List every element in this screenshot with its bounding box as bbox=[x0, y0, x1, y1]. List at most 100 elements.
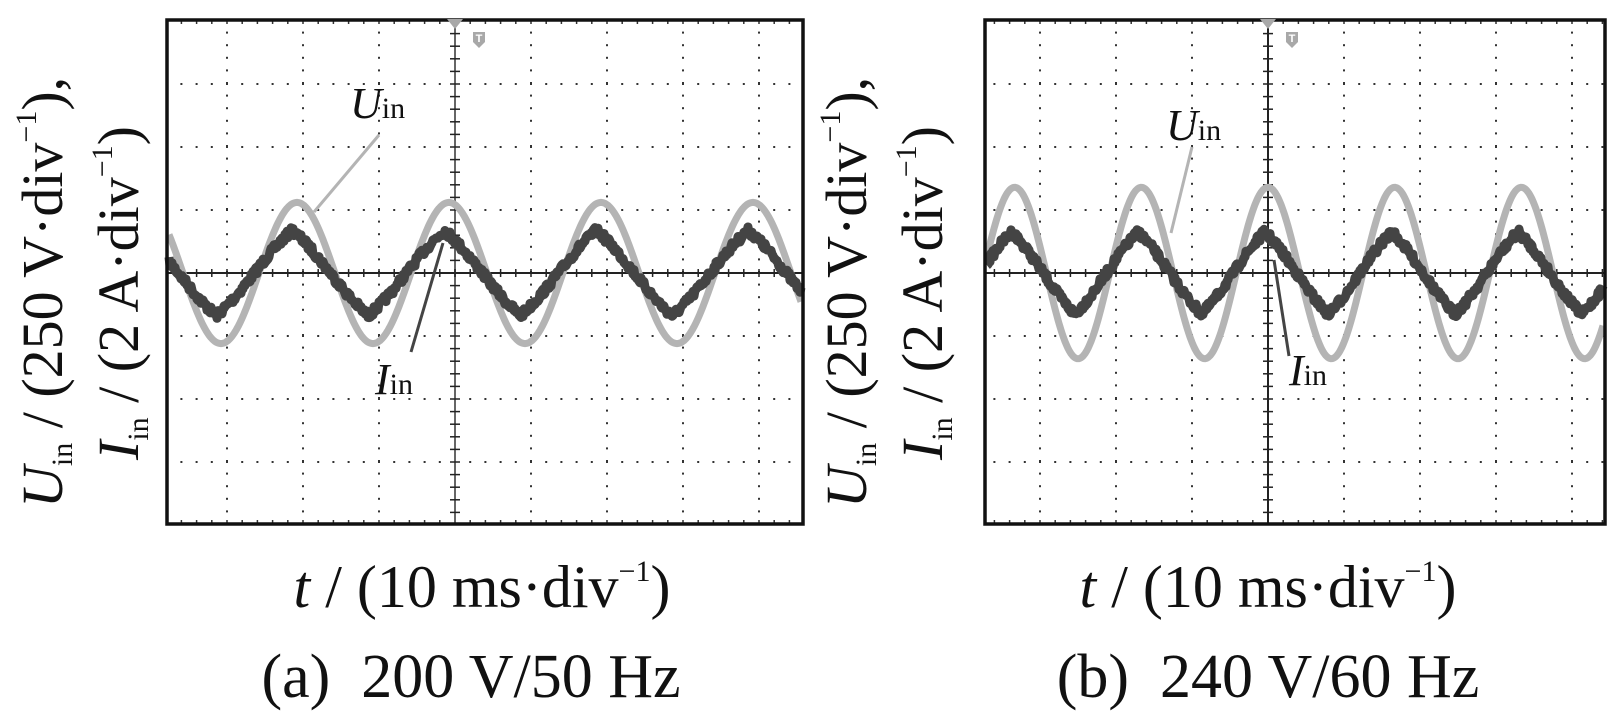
grid-dot bbox=[682, 157, 684, 160]
grid-dot bbox=[1343, 83, 1345, 85]
grid-dot bbox=[1039, 409, 1041, 412]
grid-dot bbox=[530, 510, 532, 513]
grid-dot bbox=[712, 209, 715, 211]
grid-dot bbox=[758, 69, 760, 72]
grid-dot bbox=[378, 56, 380, 59]
grid-dot bbox=[530, 170, 532, 173]
grid-dot bbox=[362, 461, 365, 463]
grid-dot bbox=[758, 472, 760, 475]
grid-dot bbox=[1039, 119, 1041, 122]
grid-dot bbox=[1115, 384, 1117, 387]
grid-dot bbox=[606, 510, 608, 513]
grid-dot bbox=[1419, 157, 1421, 160]
grid-dot bbox=[302, 308, 304, 311]
grid-dot bbox=[545, 335, 548, 337]
grid-dot bbox=[1419, 195, 1421, 198]
grid-dot bbox=[1327, 209, 1330, 211]
grid-dot bbox=[226, 485, 228, 488]
grid-dot bbox=[1023, 398, 1026, 400]
grid-dot bbox=[758, 422, 760, 425]
grid-dot bbox=[408, 335, 411, 337]
grid-dot bbox=[1039, 398, 1041, 400]
grid-dot bbox=[727, 398, 730, 400]
grid-dot bbox=[1191, 398, 1193, 400]
grid-dot bbox=[1221, 83, 1224, 85]
grid-dot bbox=[758, 398, 760, 400]
grid-dot bbox=[1282, 398, 1285, 400]
grid-dot bbox=[226, 497, 228, 500]
grid-dot bbox=[1601, 398, 1604, 400]
grid-dot bbox=[530, 296, 532, 299]
grid-dot bbox=[606, 346, 608, 349]
grid-dot bbox=[1479, 209, 1482, 211]
grid-dot bbox=[545, 461, 548, 463]
grid-dot bbox=[378, 220, 380, 223]
grid-dot bbox=[1115, 308, 1117, 311]
grid-dot bbox=[606, 195, 608, 198]
grid-dot bbox=[226, 346, 228, 349]
grid-dot bbox=[1312, 146, 1315, 148]
grid-dot bbox=[1191, 321, 1193, 324]
grid-dot bbox=[1571, 245, 1573, 248]
grid-dot bbox=[1039, 497, 1041, 500]
grid-dot bbox=[545, 83, 548, 85]
grid-dot bbox=[286, 146, 289, 148]
grid-dot bbox=[530, 472, 532, 475]
grid-dot bbox=[469, 83, 472, 85]
grid-dot bbox=[302, 497, 304, 500]
grid-dot bbox=[1069, 209, 1072, 211]
grid-dot bbox=[1495, 346, 1497, 349]
grid-dot bbox=[302, 56, 304, 59]
grid-dot bbox=[302, 461, 304, 463]
grid-dot bbox=[210, 461, 213, 463]
grid-dot bbox=[1191, 69, 1193, 72]
grid-dot bbox=[1039, 346, 1041, 349]
u-in-trace bbox=[983, 183, 1607, 363]
grid-dot bbox=[560, 398, 563, 400]
y-label-line2-b: Iin / (2 A·div−1) bbox=[890, 126, 959, 461]
grid-dot bbox=[1175, 461, 1178, 463]
grid-dot bbox=[1601, 209, 1604, 211]
grid-dot bbox=[1419, 434, 1421, 437]
grid-dot bbox=[256, 146, 259, 148]
grid-dot bbox=[530, 220, 532, 223]
grid-dot bbox=[408, 146, 411, 148]
grid-dot bbox=[606, 56, 608, 59]
grid-dot bbox=[530, 434, 532, 437]
grid-dot bbox=[1343, 31, 1345, 34]
grid-dot bbox=[241, 335, 244, 337]
grid-dot bbox=[302, 346, 304, 349]
grid-dot bbox=[1388, 146, 1391, 148]
grid-dot bbox=[651, 461, 654, 463]
grid-dot bbox=[606, 258, 608, 261]
caption-a: (a) 200 V/50 Hz bbox=[262, 643, 681, 711]
grid-dot bbox=[636, 146, 639, 148]
grid-dot bbox=[1327, 83, 1330, 85]
grid-dot bbox=[1221, 461, 1224, 463]
grid-dot bbox=[1115, 485, 1117, 488]
grid-dot bbox=[1145, 209, 1148, 211]
grid-dot bbox=[1023, 335, 1026, 337]
grid-dot bbox=[788, 398, 791, 400]
grid-dot bbox=[682, 146, 684, 148]
grid-dot bbox=[530, 69, 532, 72]
grid-dot bbox=[302, 119, 304, 122]
grid-dot bbox=[530, 44, 532, 47]
trigger-level-icon bbox=[473, 32, 485, 48]
grid-dot bbox=[1419, 119, 1421, 122]
grid-dot bbox=[1571, 384, 1573, 387]
grid-dot bbox=[682, 69, 684, 72]
grid-dot bbox=[286, 461, 289, 463]
grid-dot bbox=[226, 56, 228, 59]
grid-dot bbox=[1571, 182, 1573, 185]
y-label-line1-b: Uin / (250 V·div−1), bbox=[814, 77, 883, 508]
trigger-label: T bbox=[476, 33, 483, 45]
grid-dot bbox=[758, 335, 760, 337]
grid-dot bbox=[1145, 398, 1148, 400]
grid-dot bbox=[393, 146, 396, 148]
grid-dot bbox=[666, 83, 669, 85]
grid-dot bbox=[1191, 497, 1193, 500]
grid-dot bbox=[1191, 132, 1193, 135]
grid-dot bbox=[1555, 209, 1558, 211]
